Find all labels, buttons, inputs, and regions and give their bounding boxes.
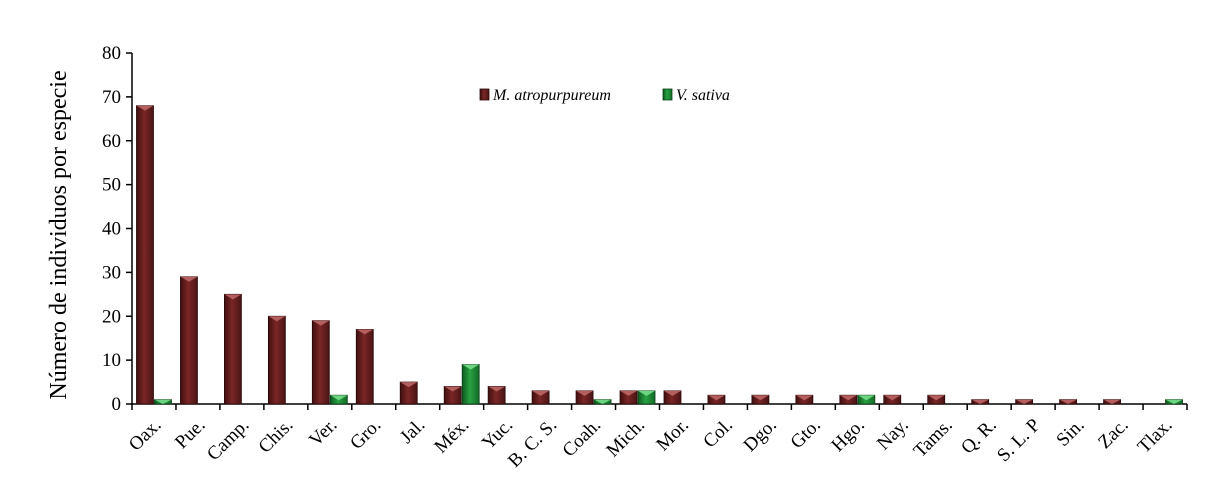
x-tick-label: Mor. [652, 415, 693, 456]
x-tick-label: Hgo. [827, 415, 868, 456]
legend-item: M. atropurpureum [479, 87, 611, 104]
bar-v-sativa [857, 394, 876, 405]
bar-m-atropurpureum [1015, 399, 1034, 405]
legend: M. atropurpureum V. sativa [479, 87, 730, 104]
bar-m-atropurpureum [355, 329, 374, 405]
x-tick-label: Dgo. [740, 415, 781, 456]
x-tick-label: Chis. [255, 415, 298, 458]
x-tick-label: Col. [699, 415, 737, 453]
bar-m-atropurpureum [487, 386, 506, 405]
bar-v-sativa [154, 399, 172, 405]
legend-swatch [479, 88, 490, 101]
bar-m-atropurpureum [575, 390, 594, 405]
x-tick-label: Camp. [203, 415, 253, 465]
bar-m-atropurpureum [1059, 399, 1078, 405]
legend-label: M. atropurpureum [492, 87, 611, 104]
bar-v-sativa [461, 364, 480, 405]
bars [136, 105, 1183, 405]
x-tick-label: Tlax. [1134, 415, 1177, 458]
y-tick-label: 70 [102, 87, 121, 108]
x-tick-label: Mich. [602, 415, 649, 462]
bar-m-atropurpureum [971, 399, 990, 405]
x-tick-label: Pue. [171, 415, 209, 453]
y-tick-label: 80 [102, 43, 121, 64]
x-tick-label: Coah. [559, 415, 606, 462]
bar-m-atropurpureum [619, 390, 638, 405]
x-tick-label: Oax. [125, 415, 166, 456]
x-tick-label: Gro. [346, 415, 385, 454]
bar-m-atropurpureum [927, 394, 946, 405]
bar-m-atropurpureum [136, 105, 154, 405]
y-tick-label: 10 [102, 350, 121, 371]
y-tick-label: 30 [102, 262, 121, 283]
bar-m-atropurpureum [839, 394, 858, 405]
bar-m-atropurpureum [751, 394, 770, 405]
x-tick-label: Sin. [1052, 415, 1088, 451]
bar-v-sativa [593, 399, 612, 405]
x-tick-label: Tams. [910, 415, 957, 462]
bar-m-atropurpureum [1103, 399, 1121, 405]
bar-m-atropurpureum [795, 394, 814, 405]
x-tick-label: Gto. [787, 415, 825, 453]
x-tick-label: Jal. [396, 415, 429, 448]
x-tick-label: Méx. [430, 415, 473, 458]
legend-label: V. sativa [676, 87, 730, 104]
y-axis: 0 10 20 30 40 50 60 70 80 [102, 43, 133, 415]
bar-m-atropurpureum [223, 293, 242, 405]
bar-v-sativa [329, 394, 348, 405]
x-tick-label: Ver. [305, 415, 341, 451]
bar-m-atropurpureum [707, 394, 726, 405]
y-tick-label: 20 [102, 306, 121, 327]
y-tick-label: 50 [102, 175, 121, 196]
bar-v-sativa [637, 390, 656, 405]
y-tick-label: 0 [112, 394, 122, 415]
bar-m-atropurpureum [531, 390, 550, 405]
x-tick-label: Zac. [1094, 415, 1132, 453]
bar-m-atropurpureum [883, 394, 902, 405]
bar-m-atropurpureum [399, 381, 418, 405]
legend-swatch [662, 88, 673, 101]
bar-m-atropurpureum [443, 386, 462, 405]
legend-item: V. sativa [662, 87, 730, 104]
x-tick-label: B. C. S. [504, 415, 561, 472]
x-tick-label: Yuc. [478, 415, 517, 454]
y-axis-title: Número de individuos por especie [46, 70, 72, 399]
x-tick-label: S. L. P [993, 415, 1044, 466]
x-tick-label: Nay. [873, 415, 913, 455]
bar-v-sativa [1165, 399, 1183, 405]
x-axis: Oax. Pue.Camp. Chis. Ver. Gro. Jal. Méx. Yuc.B.… [125, 403, 1188, 472]
bar-m-atropurpureum [267, 315, 286, 405]
bar-m-atropurpureum [663, 390, 682, 405]
y-tick-label: 40 [102, 219, 121, 240]
y-tick-label: 60 [102, 131, 121, 152]
bar-m-atropurpureum [180, 276, 198, 405]
bar-m-atropurpureum [311, 320, 330, 405]
